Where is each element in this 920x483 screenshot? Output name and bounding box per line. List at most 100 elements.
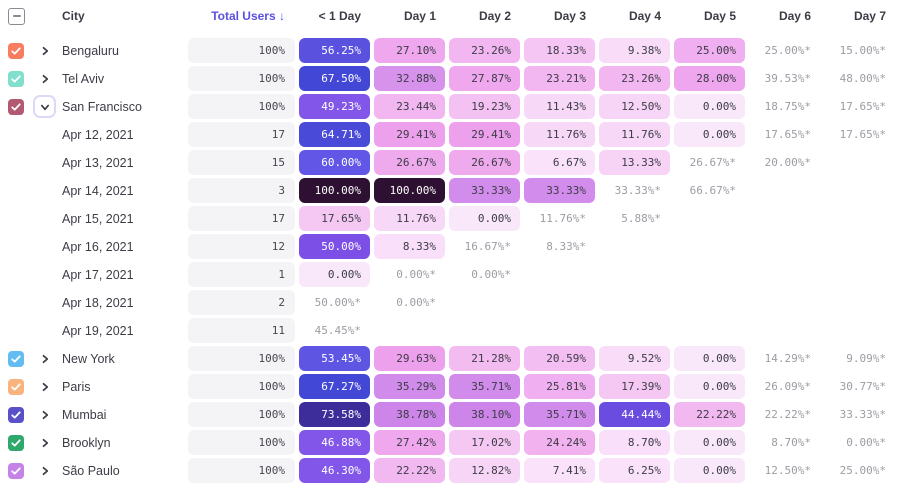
retention-cell[interactable]: 18.75%* (764, 100, 811, 113)
retention-cell[interactable]: 0.00%* (396, 296, 436, 309)
retention-cell[interactable]: 67.50% (299, 66, 370, 91)
retention-cell[interactable]: 18.33% (524, 38, 595, 63)
row-checkbox[interactable] (8, 462, 24, 479)
retention-cell[interactable]: 44.44% (599, 402, 670, 427)
retention-cell[interactable]: 39.53%* (764, 72, 811, 85)
retention-cell[interactable]: 33.33%* (614, 184, 661, 197)
column-header-lt1day[interactable]: < 1 Day (318, 9, 361, 23)
retention-cell[interactable]: 53.45% (299, 346, 370, 371)
retention-cell[interactable]: 23.21% (524, 66, 595, 91)
retention-cell[interactable]: 19.23% (449, 94, 520, 119)
retention-cell[interactable]: 11.43% (524, 94, 595, 119)
column-header-day4[interactable]: Day 4 (628, 9, 661, 23)
retention-cell[interactable]: 0.00% (674, 122, 745, 147)
retention-cell[interactable]: 17.65%* (839, 128, 886, 141)
row-checkbox[interactable] (8, 434, 24, 451)
row-checkbox[interactable] (8, 42, 24, 59)
column-header-city[interactable]: City (62, 9, 85, 23)
retention-cell[interactable]: 22.22%* (764, 408, 811, 421)
column-header-day7[interactable]: Day 7 (853, 9, 886, 23)
retention-cell[interactable]: 60.00% (299, 150, 370, 175)
retention-cell[interactable]: 8.33%* (546, 240, 586, 253)
retention-cell[interactable]: 17.65% (299, 206, 370, 231)
retention-cell[interactable]: 25.00%* (839, 464, 886, 477)
retention-cell[interactable]: 11.76% (599, 122, 670, 147)
retention-cell[interactable]: 67.27% (299, 374, 370, 399)
retention-cell[interactable]: 17.39% (599, 374, 670, 399)
retention-cell[interactable]: 20.00%* (764, 156, 811, 169)
retention-cell[interactable]: 25.00%* (764, 44, 811, 57)
retention-cell[interactable]: 35.71% (524, 402, 595, 427)
retention-cell[interactable]: 23.26% (449, 38, 520, 63)
column-header-day3[interactable]: Day 3 (553, 9, 586, 23)
retention-cell[interactable]: 33.33%* (839, 408, 886, 421)
retention-cell[interactable]: 23.26% (599, 66, 670, 91)
retention-cell[interactable]: 22.22% (374, 458, 445, 483)
collapse-chevron-icon[interactable] (33, 95, 56, 118)
retention-cell[interactable]: 13.33% (599, 150, 670, 175)
row-checkbox[interactable] (8, 378, 24, 395)
expand-chevron-icon[interactable] (36, 42, 54, 60)
retention-cell[interactable]: 26.67% (374, 150, 445, 175)
retention-cell[interactable]: 0.00% (299, 262, 370, 287)
retention-cell[interactable]: 50.00% (299, 234, 370, 259)
retention-cell[interactable]: 8.70%* (771, 436, 811, 449)
retention-cell[interactable]: 27.42% (374, 430, 445, 455)
retention-cell[interactable]: 0.00% (674, 374, 745, 399)
column-header-total-users[interactable]: Total Users ↓ (188, 4, 295, 28)
retention-cell[interactable]: 28.00% (674, 66, 745, 91)
column-header-day6[interactable]: Day 6 (778, 9, 811, 23)
retention-cell[interactable]: 0.00%* (846, 436, 886, 449)
retention-cell[interactable]: 26.67%* (689, 156, 736, 169)
retention-cell[interactable]: 24.24% (524, 430, 595, 455)
expand-chevron-icon[interactable] (36, 378, 54, 396)
retention-cell[interactable]: 64.71% (299, 122, 370, 147)
retention-cell[interactable]: 0.00% (674, 430, 745, 455)
retention-cell[interactable]: 66.67%* (689, 184, 736, 197)
retention-cell[interactable]: 17.02% (449, 430, 520, 455)
retention-cell[interactable]: 35.29% (374, 374, 445, 399)
retention-cell[interactable]: 14.29%* (764, 352, 811, 365)
row-checkbox[interactable] (8, 406, 24, 423)
retention-cell[interactable]: 0.00% (674, 458, 745, 483)
retention-cell[interactable]: 5.88%* (621, 212, 661, 225)
retention-cell[interactable]: 8.70% (599, 430, 670, 455)
retention-cell[interactable]: 48.00%* (839, 72, 886, 85)
retention-cell[interactable]: 11.76% (374, 206, 445, 231)
expand-chevron-icon[interactable] (36, 462, 54, 480)
retention-cell[interactable]: 23.44% (374, 94, 445, 119)
row-checkbox[interactable] (8, 98, 24, 115)
column-header-day5[interactable]: Day 5 (703, 9, 736, 23)
retention-cell[interactable]: 27.87% (449, 66, 520, 91)
retention-cell[interactable]: 17.65%* (764, 128, 811, 141)
retention-cell[interactable]: 33.33% (449, 178, 520, 203)
retention-cell[interactable]: 26.67% (449, 150, 520, 175)
retention-cell[interactable]: 32.88% (374, 66, 445, 91)
retention-cell[interactable]: 50.00%* (314, 296, 361, 309)
retention-cell[interactable]: 17.65%* (839, 100, 886, 113)
retention-cell[interactable]: 21.28% (449, 346, 520, 371)
retention-cell[interactable]: 30.77%* (839, 380, 886, 393)
retention-cell[interactable]: 12.50%* (764, 464, 811, 477)
retention-cell[interactable]: 6.25% (599, 458, 670, 483)
retention-cell[interactable]: 9.09%* (846, 352, 886, 365)
retention-cell[interactable]: 11.76% (524, 122, 595, 147)
retention-cell[interactable]: 29.41% (374, 122, 445, 147)
retention-cell[interactable]: 27.10% (374, 38, 445, 63)
retention-cell[interactable]: 0.00% (449, 206, 520, 231)
retention-cell[interactable]: 29.63% (374, 346, 445, 371)
retention-cell[interactable]: 100.00% (299, 178, 370, 203)
retention-cell[interactable]: 26.09%* (764, 380, 811, 393)
expand-chevron-icon[interactable] (36, 350, 54, 368)
retention-cell[interactable]: 12.50% (599, 94, 670, 119)
retention-cell[interactable]: 100.00% (374, 178, 445, 203)
expand-chevron-icon[interactable] (36, 434, 54, 452)
retention-cell[interactable]: 0.00%* (471, 268, 511, 281)
retention-cell[interactable]: 7.41% (524, 458, 595, 483)
retention-cell[interactable]: 25.81% (524, 374, 595, 399)
retention-cell[interactable]: 20.59% (524, 346, 595, 371)
retention-cell[interactable]: 16.67%* (464, 240, 511, 253)
retention-cell[interactable]: 56.25% (299, 38, 370, 63)
retention-cell[interactable]: 0.00% (674, 346, 745, 371)
retention-cell[interactable]: 25.00% (674, 38, 745, 63)
